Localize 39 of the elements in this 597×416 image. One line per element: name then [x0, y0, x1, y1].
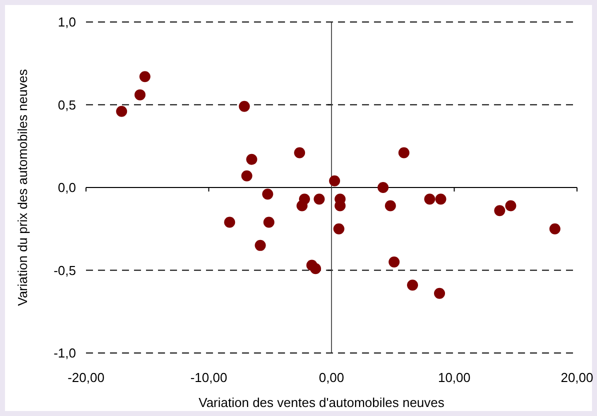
point	[434, 288, 446, 299]
point	[333, 223, 344, 234]
point	[435, 194, 446, 205]
y-tick-label: 1,0	[58, 14, 76, 30]
y-axis-title: Variation du prix des automobiles neuves	[15, 68, 30, 306]
x-tick-label: -20,00	[68, 370, 104, 385]
point	[407, 280, 418, 291]
y-tick-label: -0,5	[54, 262, 76, 278]
x-tick-label: 0,00	[318, 370, 344, 385]
point	[263, 216, 274, 228]
point	[424, 194, 436, 205]
point	[238, 100, 250, 112]
point	[262, 188, 274, 200]
point	[224, 216, 236, 228]
point	[314, 194, 325, 205]
y-tick-label: 0,0	[58, 180, 76, 195]
point	[505, 200, 516, 212]
point	[296, 200, 308, 212]
point	[241, 170, 252, 182]
point	[310, 263, 322, 274]
point	[494, 205, 506, 216]
point	[139, 71, 150, 82]
point	[384, 200, 396, 212]
point	[398, 147, 410, 158]
x-axis-title: Variation des ventes d'automobiles neuves	[198, 395, 445, 410]
point	[378, 182, 389, 193]
point	[254, 240, 266, 251]
x-tick-label: -10,00	[190, 370, 228, 385]
y-tick-label: 0,5	[58, 97, 76, 112]
x-tick-label: 10,00	[438, 370, 471, 385]
x-tick-label: 20,00	[560, 370, 594, 385]
point	[329, 175, 340, 186]
point	[134, 89, 146, 100]
point	[549, 223, 560, 234]
point	[388, 256, 400, 268]
point	[116, 106, 128, 117]
point	[294, 147, 306, 158]
point	[246, 154, 258, 165]
y-tick-label: -1,0	[54, 346, 76, 360]
